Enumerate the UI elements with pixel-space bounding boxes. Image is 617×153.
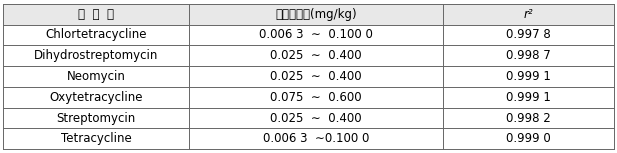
- Text: 물  질  명: 물 질 명: [78, 8, 114, 21]
- Text: 0.075  ∼  0.600: 0.075 ∼ 0.600: [270, 91, 362, 104]
- Text: r²: r²: [524, 8, 533, 21]
- Text: 검량선범위(mg/kg): 검량선범위(mg/kg): [275, 8, 357, 21]
- Text: Tetracycline: Tetracycline: [61, 132, 131, 145]
- Text: 0.025  ∼  0.400: 0.025 ∼ 0.400: [270, 49, 362, 62]
- Bar: [3, 87, 614, 108]
- Text: 0.006 3  ∼  0.100 0: 0.006 3 ∼ 0.100 0: [259, 28, 373, 41]
- Bar: [3, 4, 614, 25]
- Text: 0.025  ∼  0.400: 0.025 ∼ 0.400: [270, 112, 362, 125]
- Text: Chlortetracycline: Chlortetracycline: [46, 28, 147, 41]
- Text: 0.997 8: 0.997 8: [506, 28, 551, 41]
- Bar: [3, 128, 614, 149]
- Text: 0.998 7: 0.998 7: [506, 49, 551, 62]
- Bar: [3, 45, 614, 66]
- Text: 0.999 0: 0.999 0: [506, 132, 551, 145]
- Text: 0.006 3  ∼0.100 0: 0.006 3 ∼0.100 0: [263, 132, 370, 145]
- Text: 0.999 1: 0.999 1: [506, 70, 551, 83]
- Text: Neomycin: Neomycin: [67, 70, 126, 83]
- Text: Streptomycin: Streptomycin: [57, 112, 136, 125]
- Text: Dihydrostreptomycin: Dihydrostreptomycin: [34, 49, 159, 62]
- Text: Oxytetracycline: Oxytetracycline: [49, 91, 143, 104]
- Text: 0.025  ∼  0.400: 0.025 ∼ 0.400: [270, 70, 362, 83]
- Text: 0.999 1: 0.999 1: [506, 91, 551, 104]
- Bar: [3, 108, 614, 128]
- Text: 0.998 2: 0.998 2: [506, 112, 551, 125]
- Bar: [3, 66, 614, 87]
- Bar: [3, 25, 614, 45]
